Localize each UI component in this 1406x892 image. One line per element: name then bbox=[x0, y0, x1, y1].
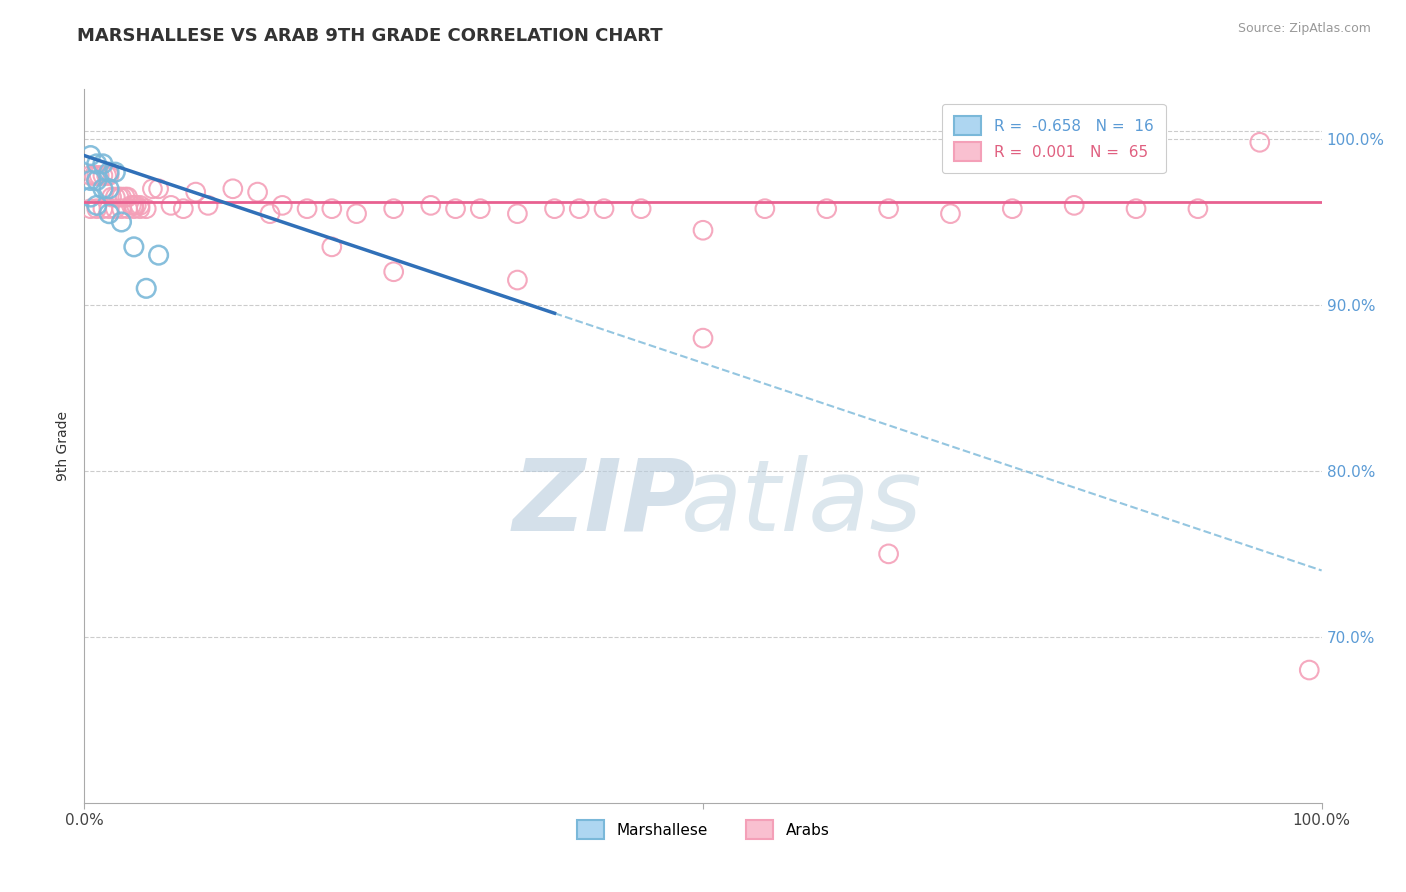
Point bbox=[543, 202, 565, 216]
Point bbox=[86, 173, 108, 187]
Point bbox=[114, 190, 136, 204]
Point bbox=[184, 185, 207, 199]
Point bbox=[79, 169, 101, 183]
Point bbox=[96, 169, 118, 183]
Point bbox=[877, 202, 900, 216]
Point bbox=[110, 202, 132, 216]
Point bbox=[89, 169, 111, 183]
Point bbox=[117, 202, 139, 216]
Point bbox=[120, 198, 142, 212]
Point bbox=[692, 331, 714, 345]
Point bbox=[129, 202, 152, 216]
Point bbox=[1063, 198, 1085, 212]
Point bbox=[1187, 202, 1209, 216]
Point bbox=[91, 169, 114, 183]
Point bbox=[98, 169, 121, 183]
Point bbox=[79, 173, 101, 187]
Point bbox=[79, 190, 101, 204]
Text: atlas: atlas bbox=[681, 455, 922, 551]
Point bbox=[271, 198, 294, 212]
Point bbox=[593, 202, 616, 216]
Point bbox=[1125, 202, 1147, 216]
Point bbox=[148, 182, 170, 196]
Point bbox=[83, 169, 105, 183]
Point bbox=[98, 182, 121, 196]
Point bbox=[1001, 202, 1024, 216]
Point bbox=[754, 202, 776, 216]
Point bbox=[117, 190, 139, 204]
Point bbox=[100, 190, 122, 204]
Point bbox=[197, 198, 219, 212]
Point bbox=[321, 202, 343, 216]
Point bbox=[444, 202, 467, 216]
Point bbox=[91, 182, 114, 196]
Y-axis label: 9th Grade: 9th Grade bbox=[56, 411, 70, 481]
Point bbox=[91, 202, 114, 216]
Point bbox=[91, 157, 114, 171]
Point bbox=[382, 202, 405, 216]
Point bbox=[148, 248, 170, 262]
Text: Source: ZipAtlas.com: Source: ZipAtlas.com bbox=[1237, 22, 1371, 36]
Point bbox=[122, 202, 145, 216]
Point bbox=[98, 202, 121, 216]
Point bbox=[108, 190, 131, 204]
Point bbox=[98, 207, 121, 221]
Point bbox=[1249, 136, 1271, 150]
Point bbox=[86, 169, 108, 183]
Point bbox=[125, 198, 148, 212]
Point bbox=[122, 198, 145, 212]
Point bbox=[506, 207, 529, 221]
Point bbox=[815, 202, 838, 216]
Point bbox=[79, 202, 101, 216]
Point bbox=[135, 281, 157, 295]
Point bbox=[259, 207, 281, 221]
Point bbox=[104, 202, 127, 216]
Point bbox=[135, 202, 157, 216]
Point bbox=[122, 240, 145, 254]
Text: MARSHALLESE VS ARAB 9TH GRADE CORRELATION CHART: MARSHALLESE VS ARAB 9TH GRADE CORRELATIO… bbox=[77, 27, 664, 45]
Point bbox=[1298, 663, 1320, 677]
Point bbox=[222, 182, 245, 196]
Point bbox=[692, 223, 714, 237]
Point bbox=[172, 202, 194, 216]
Point bbox=[110, 190, 132, 204]
Point bbox=[79, 148, 101, 162]
Point bbox=[141, 182, 163, 196]
Point bbox=[246, 185, 269, 199]
Point bbox=[110, 215, 132, 229]
Text: ZIP: ZIP bbox=[513, 455, 696, 551]
Point bbox=[321, 240, 343, 254]
Point bbox=[382, 265, 405, 279]
Point bbox=[419, 198, 441, 212]
Point bbox=[104, 165, 127, 179]
Point bbox=[86, 198, 108, 212]
Point bbox=[877, 547, 900, 561]
Point bbox=[104, 190, 127, 204]
Point bbox=[86, 202, 108, 216]
Point bbox=[129, 198, 152, 212]
Point bbox=[630, 202, 652, 216]
Legend: Marshallese, Arabs: Marshallese, Arabs bbox=[571, 814, 835, 845]
Point bbox=[98, 165, 121, 179]
Point bbox=[346, 207, 368, 221]
Point bbox=[86, 157, 108, 171]
Point bbox=[470, 202, 492, 216]
Point bbox=[939, 207, 962, 221]
Point bbox=[160, 198, 183, 212]
Point bbox=[506, 273, 529, 287]
Point bbox=[295, 202, 318, 216]
Point bbox=[568, 202, 591, 216]
